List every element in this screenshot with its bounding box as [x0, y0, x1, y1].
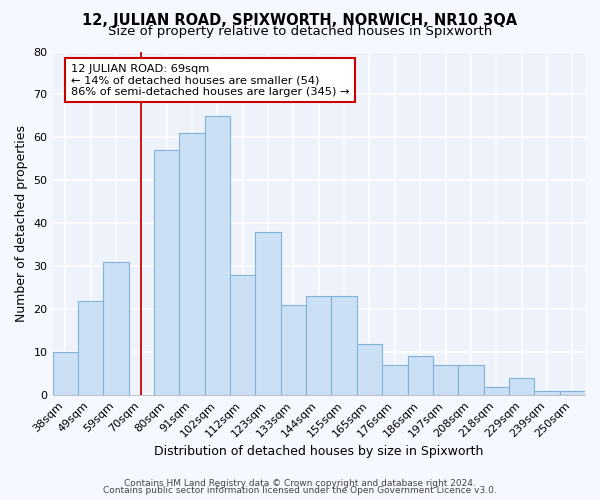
Text: Contains HM Land Registry data © Crown copyright and database right 2024.: Contains HM Land Registry data © Crown c…	[124, 478, 476, 488]
Bar	[230, 275, 256, 395]
Bar	[103, 262, 128, 395]
Bar	[281, 305, 306, 395]
Text: 12 JULIAN ROAD: 69sqm
← 14% of detached houses are smaller (54)
86% of semi-deta: 12 JULIAN ROAD: 69sqm ← 14% of detached …	[71, 64, 350, 96]
Bar	[357, 344, 382, 395]
Text: Size of property relative to detached houses in Spixworth: Size of property relative to detached ho…	[108, 25, 492, 38]
Bar	[256, 232, 281, 395]
Bar	[458, 365, 484, 395]
Bar	[534, 391, 560, 395]
Text: Contains public sector information licensed under the Open Government Licence v3: Contains public sector information licen…	[103, 486, 497, 495]
Bar	[331, 296, 357, 395]
Bar	[78, 300, 103, 395]
Text: 12, JULIAN ROAD, SPIXWORTH, NORWICH, NR10 3QA: 12, JULIAN ROAD, SPIXWORTH, NORWICH, NR1…	[82, 12, 518, 28]
Bar	[407, 356, 433, 395]
Bar	[560, 391, 585, 395]
Bar	[382, 365, 407, 395]
Bar	[509, 378, 534, 395]
Bar	[484, 386, 509, 395]
Bar	[53, 352, 78, 395]
Bar	[179, 133, 205, 395]
X-axis label: Distribution of detached houses by size in Spixworth: Distribution of detached houses by size …	[154, 444, 484, 458]
Bar	[205, 116, 230, 395]
Bar	[306, 296, 331, 395]
Bar	[154, 150, 179, 395]
Y-axis label: Number of detached properties: Number of detached properties	[15, 125, 28, 322]
Bar	[433, 365, 458, 395]
